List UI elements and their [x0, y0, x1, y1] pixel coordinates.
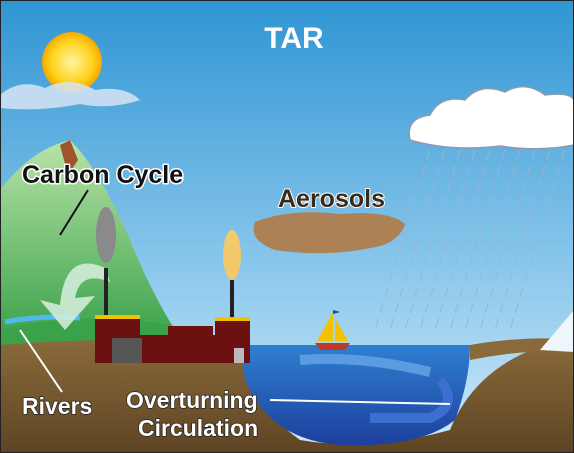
current-top	[299, 353, 432, 377]
ground	[0, 340, 574, 453]
carbon-cycle-label: Carbon Cycle	[22, 161, 183, 189]
rivers-label: Rivers	[22, 393, 92, 419]
circulation-label: Circulation	[138, 415, 258, 441]
circulation-pointer	[269, 399, 451, 405]
carbon-arrow	[40, 263, 110, 330]
aerosols-label: Aerosols	[278, 185, 385, 213]
factory	[95, 207, 250, 363]
sun	[42, 32, 102, 92]
title: TAR	[264, 22, 324, 55]
aerosol-cloud	[253, 212, 405, 254]
mountain	[0, 140, 175, 340]
overturning-label: Overturning	[126, 387, 258, 413]
haze-cloud	[0, 81, 140, 110]
volcano-crater	[60, 140, 78, 175]
sailboat	[315, 310, 350, 350]
rivers-pointer	[19, 329, 63, 393]
carbon-pointer	[59, 189, 89, 236]
rain-cloud	[408, 86, 574, 150]
ice	[540, 310, 574, 352]
